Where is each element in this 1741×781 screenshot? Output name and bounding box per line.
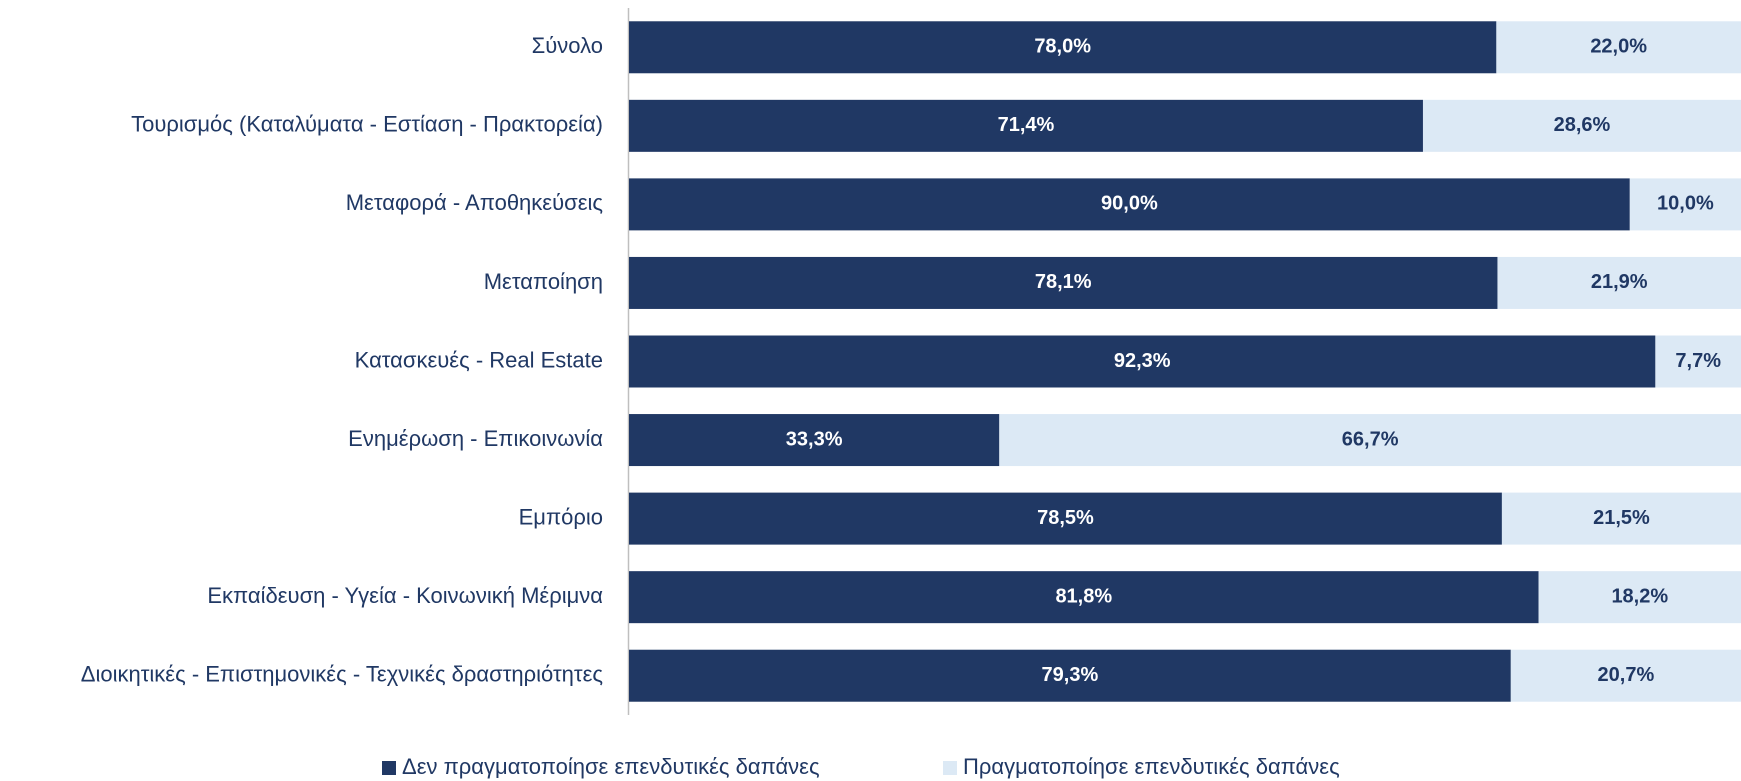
data-label: 10,0% <box>1657 193 1714 215</box>
category-label: Εκπαίδευση - Υγεία - Κοινωνική Μέριμνα <box>207 583 603 608</box>
category-label: Ενημέρωση - Επικοινωνία <box>348 426 603 451</box>
bar-segment <box>629 99 1423 152</box>
bar-segment <box>629 492 1502 545</box>
category-label: Μεταφορά - Αποθηκεύσεις <box>346 190 603 215</box>
data-label: 78,1% <box>1035 271 1092 293</box>
data-label: 21,5% <box>1593 507 1650 529</box>
data-label: 33,3% <box>786 428 843 450</box>
data-label: 28,6% <box>1554 114 1611 136</box>
bar-segment <box>629 21 1497 74</box>
bar-segment <box>629 335 1656 388</box>
data-label: 66,7% <box>1342 428 1399 450</box>
data-label: 7,7% <box>1675 350 1721 372</box>
data-label: 90,0% <box>1101 193 1158 215</box>
data-label: 79,3% <box>1042 664 1099 686</box>
bar-segment <box>1501 492 1741 545</box>
legend-marker <box>943 761 957 775</box>
data-label: 78,0% <box>1034 36 1091 58</box>
category-label: Σύνολο <box>532 33 603 58</box>
category-label: Εμπόριο <box>519 504 603 529</box>
data-label: 92,3% <box>1114 350 1171 372</box>
bar-segment <box>1655 335 1741 388</box>
category-label: Τουρισμός (Καταλύματα - Εστίαση - Πρακτο… <box>131 112 603 137</box>
category-label: Μεταποίηση <box>484 269 603 294</box>
bar-segment <box>1538 571 1741 624</box>
data-label: 22,0% <box>1590 36 1647 58</box>
data-label: 21,9% <box>1591 271 1648 293</box>
bar-segment <box>1629 178 1741 231</box>
bar-segment <box>999 414 1741 467</box>
bar-segment <box>629 256 1498 309</box>
legend-label: Πραγματοποίησε επενδυτικές δαπάνες <box>963 754 1340 779</box>
bar-segment <box>629 414 1000 467</box>
data-label: 78,5% <box>1037 507 1094 529</box>
data-label: 20,7% <box>1598 664 1655 686</box>
legend-marker <box>382 761 396 775</box>
data-label: 71,4% <box>998 114 1055 136</box>
category-label: Διοικητικές - Επιστημονικές - Τεχνικές δ… <box>81 662 603 687</box>
bar-segment <box>1497 256 1741 309</box>
data-label: 81,8% <box>1055 585 1112 607</box>
legend-label: Δεν πραγματοποίησε επενδυτικές δαπάνες <box>402 754 820 779</box>
bar-segment <box>1422 99 1741 152</box>
category-label: Κατασκευές - Real Estate <box>355 347 603 372</box>
bar-segment <box>629 649 1511 702</box>
data-label: 18,2% <box>1611 585 1668 607</box>
bar-segment <box>1510 649 1741 702</box>
bar-segment <box>629 571 1539 624</box>
bar-segment <box>629 178 1630 231</box>
bar-segment <box>1496 21 1741 74</box>
